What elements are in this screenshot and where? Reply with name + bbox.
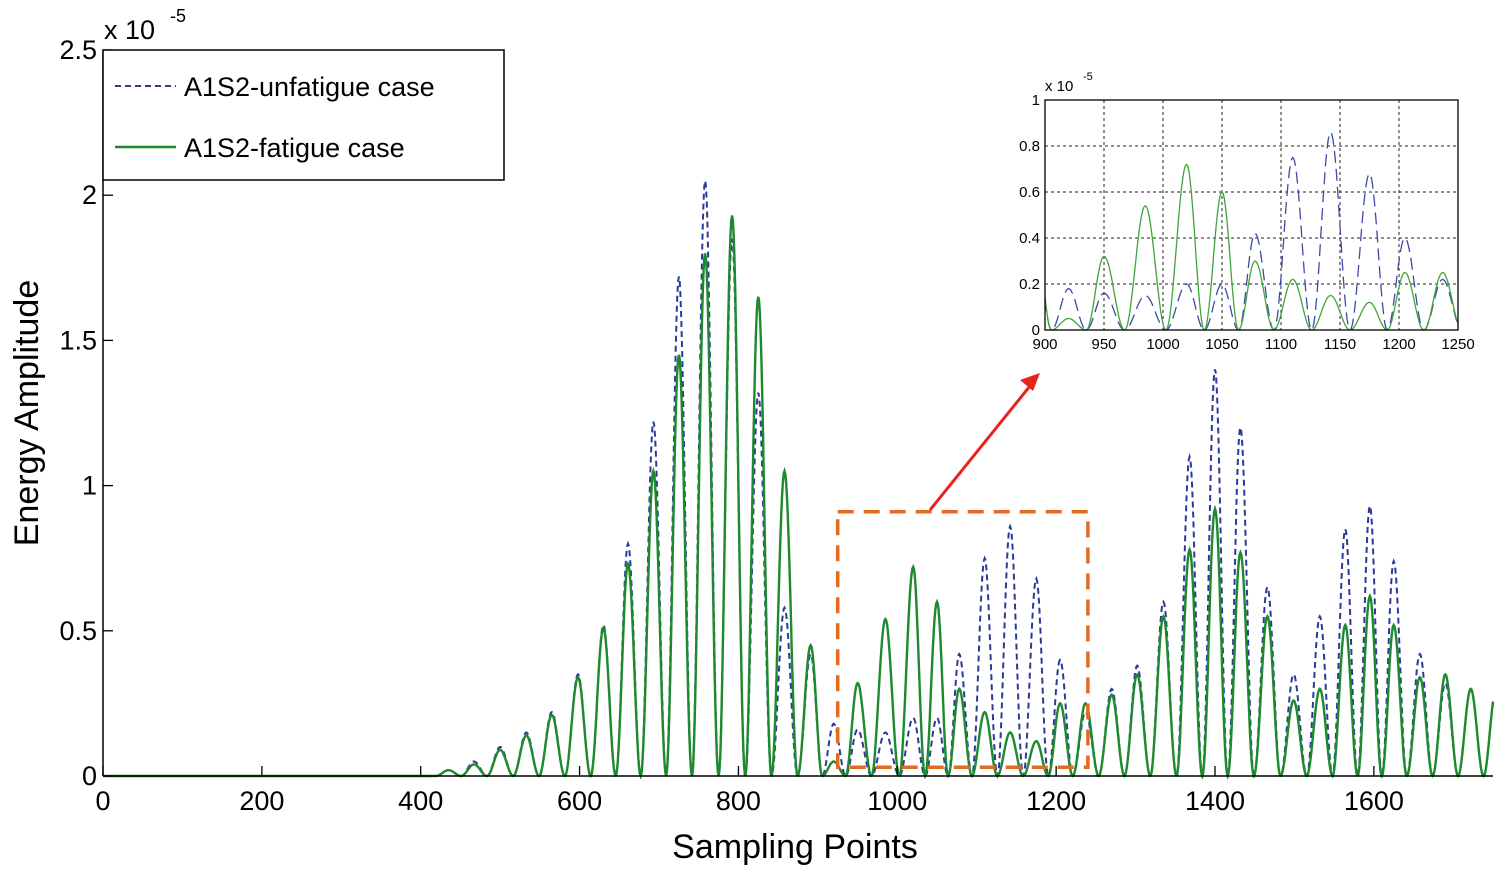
inset-x-tick-label: 1000 bbox=[1146, 336, 1179, 353]
legend-label-fatigue: A1S2-fatigue case bbox=[184, 133, 405, 163]
inset-ticks-group: 900 950 1000 1050 1100 1150 1200 1250 0 0.2 0.4 0.6… bbox=[1019, 92, 1475, 353]
y-tick-label: 2 bbox=[82, 180, 97, 210]
inset-exponent-label: x 10 bbox=[1045, 78, 1073, 95]
x-tick-label: 400 bbox=[398, 786, 443, 816]
inset-grid-group bbox=[1045, 100, 1458, 330]
inset-y-tick-label: 0.4 bbox=[1019, 230, 1040, 247]
inset-chart: 900 950 1000 1050 1100 1150 1200 1250 0 0.2 0.4 0.6… bbox=[1019, 71, 1475, 353]
x-tick-label: 600 bbox=[557, 786, 602, 816]
inset-x-tick-label: 1150 bbox=[1324, 336, 1356, 353]
zoom-highlight-box bbox=[835, 509, 1090, 770]
x-tick-label: 1600 bbox=[1344, 786, 1404, 816]
inset-x-tick-label: 1200 bbox=[1382, 336, 1415, 353]
y-tick-label: 1.5 bbox=[59, 325, 97, 355]
x-tick-label: 800 bbox=[716, 786, 761, 816]
inset-exponent-power: -5 bbox=[1083, 71, 1093, 83]
x-tick-label: 1200 bbox=[1026, 786, 1086, 816]
main-ticks-group: 0 200 400 600 800 1000 1200 1400 1600 0 0.5 1 1.5 2 2.… bbox=[59, 35, 1403, 816]
inset-y-tick-label: 0.6 bbox=[1019, 184, 1040, 201]
inset-y-tick-label: 1 bbox=[1032, 92, 1040, 109]
inset-series-unfatigue bbox=[1044, 130, 1459, 332]
inset-y-tick-label: 0.2 bbox=[1019, 276, 1040, 293]
inset-x-tick-label: 1100 bbox=[1265, 336, 1297, 353]
main-exponent-power: -5 bbox=[170, 6, 186, 26]
inset-series-group bbox=[1044, 130, 1459, 332]
inset-frame bbox=[1044, 99, 1459, 331]
legend-box bbox=[102, 49, 505, 181]
inset-y-tick-label: 0.8 bbox=[1019, 138, 1040, 155]
x-tick-label: 1400 bbox=[1185, 786, 1245, 816]
y-tick-label: 0 bbox=[82, 761, 97, 791]
inset-series-fatigue bbox=[1044, 163, 1459, 332]
inset-y-tick-label: 0 bbox=[1032, 322, 1040, 339]
x-tick-label: 200 bbox=[239, 786, 284, 816]
main-exponent-label: x 10 bbox=[104, 15, 155, 45]
legend-label-unfatigue: A1S2-unfatigue case bbox=[184, 72, 435, 102]
zoom-arrow-head bbox=[1020, 373, 1040, 391]
inset-x-tick-label: 1250 bbox=[1441, 336, 1474, 353]
x-axis-label: Sampling Points bbox=[672, 828, 918, 866]
legend: A1S2-unfatigue case A1S2-fatigue case bbox=[102, 49, 505, 181]
inset-x-tick-label: 950 bbox=[1091, 336, 1116, 353]
x-tick-label: 0 bbox=[95, 786, 110, 816]
y-tick-label: 1 bbox=[82, 471, 97, 501]
inset-x-tick-label: 1050 bbox=[1205, 336, 1238, 353]
x-tick-label: 1000 bbox=[867, 786, 927, 816]
zoom-arrow bbox=[928, 373, 1040, 511]
zoom-arrow-line bbox=[928, 385, 1032, 511]
y-axis-label: Energy Amplitude bbox=[8, 280, 46, 547]
inset-x-tick-label: 900 bbox=[1032, 336, 1057, 353]
y-tick-label: 0.5 bbox=[59, 616, 97, 646]
y-tick-label: 2.5 bbox=[59, 35, 97, 65]
